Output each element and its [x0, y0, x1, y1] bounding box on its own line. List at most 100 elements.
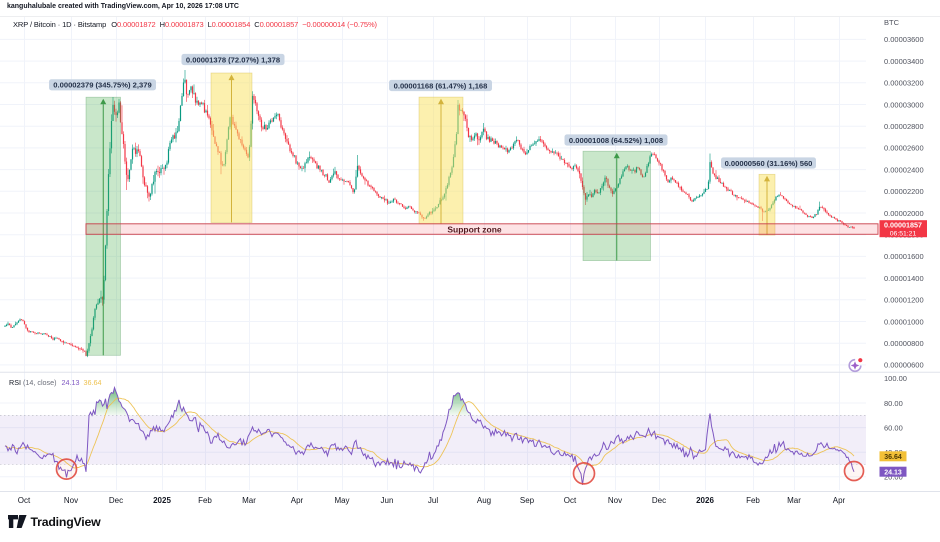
- rsi-oversold-circle-3: [843, 460, 865, 482]
- measure-zone-2[interactable]: [210, 72, 253, 223]
- time-axis-label: Nov: [608, 496, 622, 505]
- rsi-ma-badge-box: [879, 451, 907, 462]
- measure-label-1: 0.00002379 (345.75%) 2,379: [49, 79, 156, 91]
- chart-attribution: kanguhalubale created with TradingView.c…: [7, 3, 239, 10]
- measure-label-text: 0.00001008 (64.52%) 1,008: [569, 136, 663, 145]
- time-axis-label: Apr: [833, 496, 846, 505]
- price-axis-tick: 0.00002800: [884, 122, 924, 131]
- price-axis-currency: BTC: [884, 18, 900, 27]
- rsi-ma-line: [4, 397, 855, 469]
- measure-label-box: [181, 53, 285, 66]
- rsi-ma-value: 36.64: [83, 378, 102, 387]
- legend-h-label: H: [159, 20, 165, 29]
- gauge-alert-dot: [858, 358, 863, 363]
- zone-arrow-head: [228, 74, 235, 81]
- header-divider: [0, 16, 940, 17]
- time-axis-label: Dec: [109, 496, 123, 505]
- time-axis-label: Jul: [428, 496, 438, 505]
- measure-label-text: 0.00001378 (72.07%) 1,378: [186, 55, 280, 64]
- pane-separators: [0, 371, 940, 492]
- measure-label-2: 0.00001378 (72.07%) 1,378: [181, 53, 285, 66]
- support-zone[interactable]: Support zone: [85, 223, 879, 235]
- measure-zone-3[interactable]: [418, 96, 464, 225]
- legend-o-label: O: [111, 20, 117, 29]
- measure-label-text: 0.00002379 (345.75%) 2,379: [53, 81, 151, 90]
- price-axis-tick: 0.00002600: [884, 144, 924, 153]
- rsi-axis-tick: 100.00: [884, 374, 907, 383]
- price-axis-tick: 0.00003600: [884, 35, 924, 44]
- measure-label-box: [49, 79, 156, 91]
- time-axis-label: Apr: [291, 496, 304, 505]
- price-axis-tick: 0.00001600: [884, 252, 924, 261]
- legend-close: C0.00001857: [254, 20, 298, 29]
- price-axis-tick: 0.00000600: [884, 361, 924, 370]
- rsi-oversold-circle-2: [572, 462, 596, 485]
- measure-label-5: 0.00000560 (31.16%) 560: [721, 157, 816, 169]
- time-axis-label: Sep: [520, 496, 535, 505]
- rsi-oversold-circle-1: [55, 458, 78, 480]
- time-axis-label: Mar: [242, 496, 256, 505]
- legend-c-value: 0.00001857: [259, 20, 299, 29]
- time-axis-label: 2026: [696, 496, 714, 505]
- time-axis-label: May: [334, 496, 349, 505]
- last-price-value: 0.00001857: [884, 221, 922, 230]
- price-axis-tick: 0.00002000: [884, 209, 924, 218]
- chart-legend: XRP / Bitcoin · 1D · Bitstamp O0.00001872…: [13, 20, 377, 29]
- price-axis[interactable]: BTC 0.00003600 0.00003400 0.00003200 0.00003…: [884, 18, 924, 370]
- rsi-axis-badges: 36.64 24.13: [879, 451, 907, 477]
- zone-arrow-head: [764, 175, 770, 182]
- time-axis-label: Aug: [477, 496, 491, 505]
- time-axis-label: Feb: [746, 496, 760, 505]
- rsi-axis[interactable]: 100.0080.0060.0040.0020.00: [884, 374, 907, 481]
- time-axis-label: 2025: [153, 496, 171, 505]
- rsi-title[interactable]: RSI (14, close): [9, 378, 57, 387]
- measure-label-box: [389, 79, 492, 92]
- measure-label-text: 0.00000560 (31.16%) 560: [725, 159, 813, 168]
- legend-l-label: L: [207, 20, 212, 29]
- rsi-axis-tick: 60.00: [884, 423, 903, 432]
- rsi-params: (14, close): [22, 378, 57, 387]
- legend-o-value: 0.00001872: [116, 20, 156, 29]
- rsi-axis-tick: 20.00: [884, 473, 903, 482]
- zone-arrow-head: [613, 152, 620, 159]
- measure-label-text: 0.00001168 (61.47%) 1,168: [394, 81, 488, 90]
- measure-label-4: 0.00001008 (64.52%) 1,008: [564, 134, 668, 146]
- technicals-gauge-icon[interactable]: [848, 358, 863, 373]
- price-axis-tick: 0.00000800: [884, 339, 924, 348]
- rsi-legend: RSI (14, close) 24.13 36.64: [9, 378, 102, 387]
- legend-h-value: 0.00001873: [164, 20, 204, 29]
- time-axis-label: Feb: [198, 496, 212, 505]
- gauge-star: [850, 361, 860, 370]
- rsi-pane[interactable]: [0, 385, 866, 485]
- last-price-badge-box: [879, 220, 927, 238]
- legend-open: O0.00001872: [111, 20, 155, 29]
- time-axis-label: Oct: [564, 496, 577, 505]
- support-zone-label: Support zone: [447, 225, 502, 235]
- price-axis-tick: 0.00002200: [884, 187, 924, 196]
- price-axis-tick: 0.00003400: [884, 57, 924, 66]
- legend-low: L0.00001854: [208, 20, 251, 29]
- time-axis[interactable]: Oct Nov Dec 2025 Feb Mar Apr May Jun Jul Aug Sep Oct…: [18, 496, 846, 505]
- rsi-axis-tick: 80.00: [884, 399, 903, 408]
- measure-label-box: [721, 157, 816, 169]
- time-axis-label: Dec: [652, 496, 666, 505]
- zone-arrow-head: [438, 98, 444, 105]
- gauge-ring: [848, 358, 862, 373]
- tradingview-logo-icon: [8, 515, 27, 528]
- price-axis-tick: 0.00001400: [884, 274, 924, 283]
- price-axis-tick: 0.00001200: [884, 296, 924, 305]
- measure-label-box: [564, 134, 668, 146]
- price-axis-tick: 0.00003000: [884, 100, 924, 109]
- measure-zone-4[interactable]: [582, 150, 651, 261]
- support-zone-rect: [85, 223, 879, 235]
- zone-arrow-head: [100, 98, 107, 105]
- measure-zone-1[interactable]: [85, 96, 121, 356]
- price-axis-tick: 0.00002400: [884, 165, 924, 174]
- time-axis-label: Mar: [787, 496, 801, 505]
- legend-change: −0.00000014 (−0.75%): [302, 20, 377, 29]
- measure-zone-5[interactable]: [758, 173, 776, 236]
- tradingview-logo[interactable]: TradingView: [8, 515, 101, 529]
- time-axis-label: Jun: [381, 496, 394, 505]
- legend-symbol[interactable]: XRP / Bitcoin · 1D · Bitstamp: [13, 20, 107, 29]
